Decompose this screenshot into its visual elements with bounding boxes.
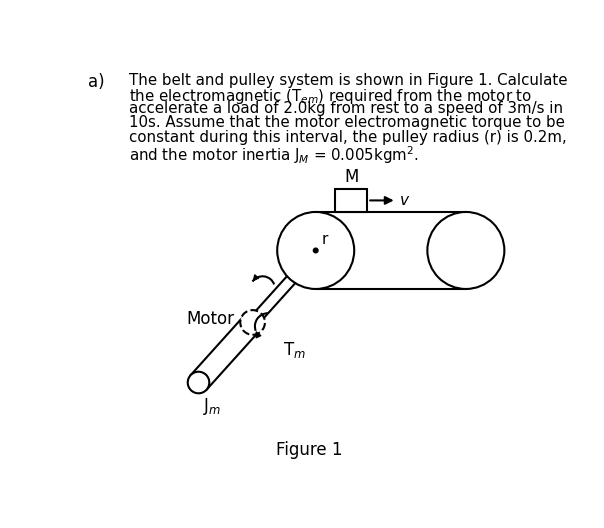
Text: and the motor inertia J$_M$ = 0.005kgm$^2$.: and the motor inertia J$_M$ = 0.005kgm$^… — [129, 144, 419, 165]
Text: 10s. Assume that the motor electromagnetic torque to be: 10s. Assume that the motor electromagnet… — [129, 115, 565, 130]
Bar — [335, 189, 367, 212]
Text: M: M — [344, 168, 358, 186]
Circle shape — [428, 212, 504, 289]
Circle shape — [242, 312, 263, 333]
Circle shape — [240, 310, 265, 335]
Text: constant during this interval, the pulley radius (r) is 0.2m,: constant during this interval, the pulle… — [129, 129, 567, 145]
Text: a): a) — [88, 73, 104, 91]
Text: T$_m$: T$_m$ — [283, 340, 306, 360]
Text: v: v — [400, 193, 409, 208]
Circle shape — [188, 372, 210, 393]
Circle shape — [313, 248, 318, 253]
Text: accelerate a load of 2.0kg from rest to a speed of 3m/s in: accelerate a load of 2.0kg from rest to … — [129, 101, 564, 116]
Text: J$_m$: J$_m$ — [203, 397, 222, 417]
Circle shape — [277, 212, 354, 289]
Text: Figure 1: Figure 1 — [276, 441, 343, 459]
Text: r: r — [322, 232, 328, 247]
Text: Motor: Motor — [186, 310, 234, 328]
Text: The belt and pulley system is shown in Figure 1. Calculate: The belt and pulley system is shown in F… — [129, 73, 568, 88]
Text: the electromagnetic (T$_{em}$) required from the motor to: the electromagnetic (T$_{em}$) required … — [129, 87, 533, 106]
